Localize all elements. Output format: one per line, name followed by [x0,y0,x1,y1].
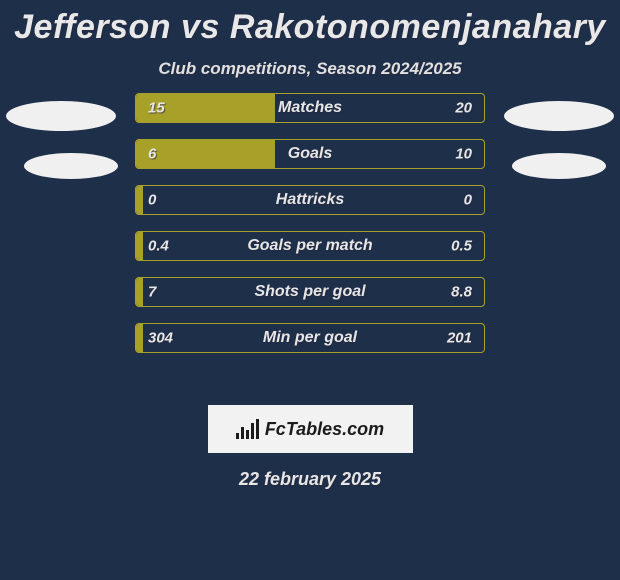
logo-box: FcTables.com [208,405,413,453]
stat-row: 0.4 Goals per match 0.5 [135,231,485,261]
date-text: 22 february 2025 [0,469,620,490]
chart-stage: 15Matches206Goals100Hattricks00.4Goals p… [0,107,620,407]
stat-row: 7 Shots per goal 8.8 [135,277,485,307]
stat-fill [136,232,143,260]
stat-fill [136,140,275,168]
stat-row: 6 Goals 10 [135,139,485,169]
stat-label: Goals [288,145,332,163]
stat-label: Shots per goal [254,283,365,301]
stat-label: Goals per match [247,237,372,255]
stat-label: Min per goal [263,329,357,347]
stat-fill [136,278,143,306]
stat-fill [136,324,143,352]
stat-value-right: 0.5 [451,238,472,255]
logo-bar-icon [241,427,244,439]
logo-bar-icon [236,433,239,439]
stat-value-left: 0 [148,192,156,209]
stat-row: 0 Hattricks 0 [135,185,485,215]
page-title: Jefferson vs Rakotonomenjanahary [0,0,620,47]
stat-row: 304 Min per goal 201 [135,323,485,353]
vs-text: vs [181,8,220,46]
player2-avatar-placeholder [504,101,614,131]
player1-avatar-placeholder [6,101,116,131]
player1-avatar-placeholder-2 [24,153,118,179]
stat-value-right: 8.8 [451,284,472,301]
player2-avatar-placeholder-2 [512,153,606,179]
player1-name: Jefferson [14,8,171,46]
stat-value-left: 7 [148,284,156,301]
stat-value-left: 0.4 [148,238,169,255]
stat-label: Matches [278,99,342,117]
stat-value-right: 20 [455,100,472,117]
player2-name: Rakotonomenjanahary [230,8,606,46]
logo-bar-icon [251,423,254,439]
logo-bars-icon [236,419,259,439]
stat-value-left: 6 [148,146,156,163]
stat-label: Hattricks [276,191,344,209]
stat-value-left: 15 [148,100,165,117]
logo-bar-icon [256,419,259,439]
comparison-card: Jefferson vs Rakotonomenjanahary Club co… [0,0,620,580]
subtitle: Club competitions, Season 2024/2025 [0,59,620,79]
stat-row: 15 Matches 20 [135,93,485,123]
stat-value-left: 304 [148,330,173,347]
stat-value-right: 10 [455,146,472,163]
stat-value-right: 201 [447,330,472,347]
stat-value-right: 0 [464,192,472,209]
stat-bars: 15 Matches 20 6 Goals 10 0 Hattricks 0 0.4 Goals p… [135,93,485,369]
logo-bar-icon [246,430,249,439]
logo-text: FcTables.com [265,419,384,440]
stat-fill [136,186,143,214]
